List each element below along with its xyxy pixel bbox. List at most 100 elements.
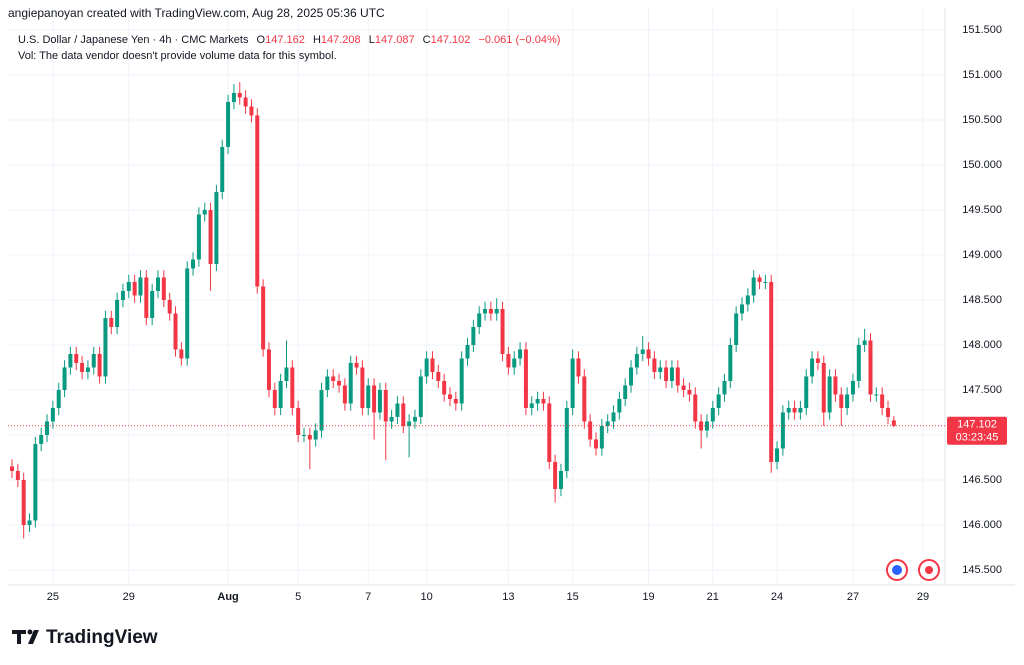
l-prefix: L — [369, 34, 375, 46]
candle-body — [588, 421, 593, 440]
candle-body — [757, 277, 762, 282]
candle-body — [535, 398, 540, 404]
candle-body — [377, 389, 382, 413]
legend: U.S. Dollar / Japanese Yen · 4h · CMC Ma… — [18, 34, 560, 46]
candle-body — [284, 367, 289, 381]
candle-body — [494, 308, 499, 314]
icons — [886, 559, 940, 581]
candle-body — [804, 376, 809, 408]
candle-body — [821, 362, 826, 413]
candle-body — [541, 398, 546, 404]
candle-body — [191, 259, 196, 269]
candle-body — [523, 349, 528, 408]
candle-body — [156, 277, 160, 291]
candle-body — [751, 277, 756, 296]
candle-body — [202, 209, 207, 215]
candle-body — [319, 389, 324, 431]
x-tick-label: Aug — [217, 591, 238, 603]
candle-body — [827, 376, 832, 413]
candle-body — [775, 448, 780, 462]
candle-body — [780, 412, 785, 449]
candle-body — [792, 407, 797, 413]
candle-body — [856, 344, 861, 381]
candle-body — [401, 403, 406, 426]
candle-body — [681, 385, 686, 390]
candle-body — [763, 281, 768, 283]
h-prefix: H — [313, 34, 321, 46]
candle-body — [786, 407, 791, 413]
candle-body — [880, 394, 885, 408]
candle-body — [138, 277, 143, 296]
x-tick-label: 29 — [123, 591, 135, 603]
candle-body — [10, 466, 14, 471]
candle-body — [196, 214, 201, 260]
candle-body — [453, 398, 458, 404]
candle-body — [185, 268, 190, 359]
candle-body — [360, 367, 365, 408]
candle-body — [815, 358, 820, 363]
candle-body — [617, 398, 622, 413]
candle-body — [208, 209, 213, 264]
o-prefix: O — [257, 34, 266, 46]
flag-icon-core — [892, 565, 902, 575]
logo-dot — [27, 629, 33, 635]
candle-body — [506, 353, 511, 368]
y-tick-label: 148.000 — [962, 339, 1002, 351]
candle-body — [115, 299, 120, 327]
candle-body — [62, 367, 67, 390]
candle-body — [161, 277, 166, 300]
candle-body — [109, 317, 114, 327]
candle-body — [798, 407, 803, 413]
candle-body — [278, 380, 283, 408]
x-tick-label: 24 — [771, 591, 783, 603]
candle-body — [430, 358, 435, 372]
candle-body — [810, 358, 815, 377]
candle-body — [722, 380, 727, 395]
candle-body — [693, 394, 698, 422]
candle-body — [518, 349, 523, 359]
candles — [10, 82, 896, 539]
countdown: 03:23:45 — [956, 432, 999, 444]
candle-body — [144, 277, 149, 318]
candle-body — [442, 380, 447, 395]
candle-body — [15, 470, 20, 480]
candle-body — [85, 367, 90, 372]
candle-body — [646, 349, 651, 359]
candle-body — [465, 344, 470, 359]
candle-body — [179, 349, 184, 359]
candle-body — [231, 92, 236, 102]
candle-body — [448, 394, 452, 399]
candle-body — [710, 407, 715, 422]
y-tick-label: 149.000 — [962, 249, 1002, 261]
candle-body — [570, 358, 575, 408]
candle-body — [675, 367, 680, 386]
o-value: 147.162 — [265, 34, 305, 46]
x-tick-label: 15 — [567, 591, 579, 603]
candle-body — [389, 416, 394, 422]
candle-body — [407, 421, 412, 426]
candle-body — [167, 299, 172, 314]
candle-body — [33, 443, 38, 521]
candle-body — [594, 439, 598, 449]
candle-body — [483, 308, 488, 314]
y-tick-label: 149.500 — [962, 204, 1002, 216]
candle-body — [354, 362, 359, 368]
candle-body — [418, 376, 423, 417]
candle-body — [302, 434, 306, 436]
candle-body — [868, 340, 873, 395]
x-tick-label: 5 — [295, 591, 301, 603]
c-value: 147.102 — [431, 34, 471, 46]
candle-body — [769, 281, 774, 462]
candle-body — [266, 349, 271, 390]
c-prefix: C — [423, 34, 431, 46]
candle-body — [553, 461, 558, 489]
y-tick-label: 146.500 — [962, 474, 1002, 486]
candle-body — [331, 376, 336, 381]
x-tick-label: 19 — [642, 591, 654, 603]
x-tick-label: 29 — [917, 591, 929, 603]
candle-body — [459, 358, 464, 404]
candle-body — [845, 394, 850, 408]
symbol-title: U.S. Dollar / Japanese Yen · 4h · CMC Ma… — [18, 34, 249, 46]
